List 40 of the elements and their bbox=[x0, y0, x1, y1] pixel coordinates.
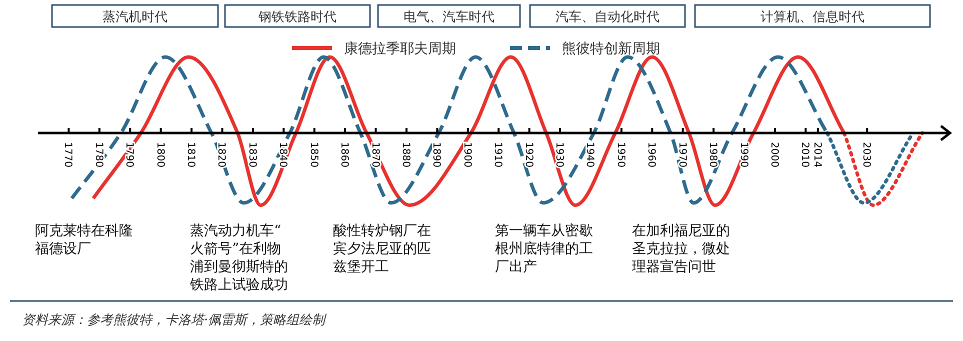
x-tick-label: 2014 bbox=[811, 142, 822, 168]
x-tick-label: 2000 bbox=[768, 142, 780, 168]
text: 阿克莱特在科隆福德设厂 bbox=[35, 222, 134, 258]
x-tick-label: 1950 bbox=[614, 142, 626, 168]
x-tick-label: 1940 bbox=[584, 142, 596, 168]
x-tick-label: 1850 bbox=[308, 142, 319, 168]
x-tick-label: 1930 bbox=[554, 142, 565, 168]
x-tick-label: 1970 bbox=[676, 142, 688, 168]
x-tick-label: 1820 bbox=[216, 142, 227, 168]
x-tick-label: 1980 bbox=[707, 142, 718, 168]
text: 蒸汽机时代 bbox=[102, 10, 168, 25]
legend-label: 熊彼特创新周期 bbox=[562, 41, 660, 57]
x-tick-label: 1830 bbox=[246, 142, 258, 168]
text: 在加利福尼亚的圣克拉拉，微处理器宣告问世 bbox=[632, 222, 731, 276]
x-tick-label: 2010 bbox=[799, 142, 810, 168]
x-tick-label: 1780 bbox=[92, 142, 104, 168]
x-tick-label: 1900 bbox=[461, 142, 472, 168]
x-tick-label: 2030 bbox=[860, 142, 872, 168]
x-tick-label: 1790 bbox=[124, 142, 135, 168]
x-tick-label: 1860 bbox=[338, 142, 350, 168]
x-tick-label: 1870 bbox=[369, 142, 380, 168]
text: 第一辆车从密歇根州底特律的工厂出产 bbox=[495, 222, 594, 276]
x-tick-label: 1880 bbox=[400, 142, 411, 168]
text: 资料来源：参考熊彼特，卡洛塔·佩雷斯，策略组绘制 bbox=[22, 313, 328, 328]
x-tick-label: 1960 bbox=[646, 142, 657, 168]
x-tick-label: 1840 bbox=[277, 142, 288, 168]
x-tick-label: 1810 bbox=[185, 142, 196, 168]
x-tick-label: 1910 bbox=[492, 142, 504, 168]
text: 汽车、自动化时代 bbox=[556, 10, 660, 25]
text: 酸性转炉钢厂在宾夕法尼亚的匹兹堡开工 bbox=[333, 222, 432, 276]
x-tick-label: 1920 bbox=[522, 142, 534, 168]
legend-label: 康德拉季耶夫周期 bbox=[344, 41, 456, 57]
x-tick-label: 1890 bbox=[430, 142, 442, 168]
x-tick-label: 1770 bbox=[62, 142, 74, 168]
x-tick-label: 1800 bbox=[154, 142, 166, 168]
text: 电气、汽车时代 bbox=[404, 10, 494, 25]
text: 计算机、信息时代 bbox=[760, 10, 864, 25]
text: 钢铁铁路时代 bbox=[258, 10, 336, 25]
text: 蒸汽动力机车“火箭号”在利物浦到曼彻斯特的铁路上试验成功 bbox=[190, 222, 289, 294]
x-tick-label: 1990 bbox=[738, 142, 749, 168]
